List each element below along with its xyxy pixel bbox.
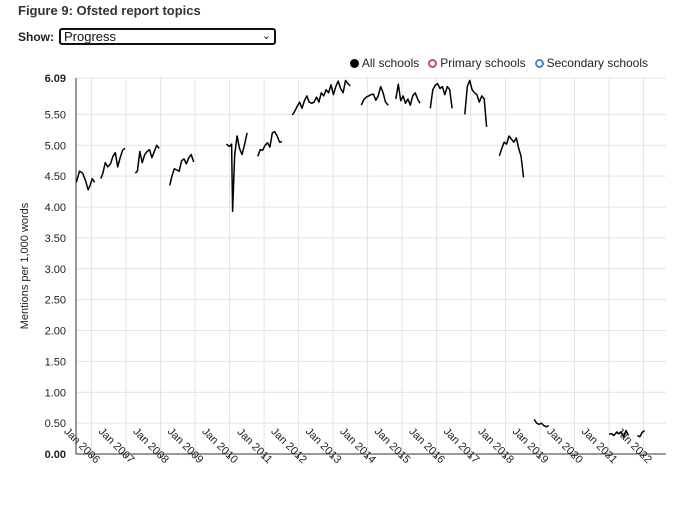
- legend-item-primary-schools[interactable]: Primary schools: [428, 56, 526, 70]
- y-tick-label: 3.50: [45, 233, 66, 245]
- legend-label: Primary schools: [440, 56, 526, 70]
- y-tick-label: 1.50: [45, 356, 66, 368]
- y-tick-label: 2.00: [45, 326, 66, 338]
- x-tick-label: Jan 2006: [61, 426, 101, 466]
- legend-item-all-schools[interactable]: All schools: [349, 56, 420, 70]
- series-line-segment: [498, 135, 525, 178]
- series-line-segment: [608, 429, 630, 438]
- show-label: Show:: [18, 29, 54, 44]
- x-tick-label: Jan 2007: [96, 426, 136, 466]
- series-line-segment: [257, 130, 283, 157]
- y-tick-label: 4.00: [45, 202, 66, 214]
- topic-select-value: Progress: [64, 29, 117, 44]
- x-tick-label: Jan 2021: [579, 426, 619, 466]
- series-line-segment: [75, 170, 96, 191]
- series-line-segment: [360, 85, 389, 106]
- x-tick-label: Jan 2008: [130, 426, 170, 466]
- series-line-segment: [395, 83, 421, 106]
- y-tick-label: 1.00: [45, 387, 66, 399]
- legend-marker-icon: [534, 58, 544, 68]
- topic-select[interactable]: Progress ⌄: [59, 28, 276, 45]
- y-tick-label: 0.50: [45, 418, 66, 430]
- y-tick-label: 5.00: [45, 140, 66, 152]
- x-tick-label: Jan 2018: [475, 426, 515, 466]
- chevron-down-icon: ⌄: [261, 30, 271, 42]
- legend-label: All schools: [361, 56, 420, 70]
- series-line-segment: [464, 79, 488, 127]
- series-line-segment: [225, 132, 248, 213]
- y-tick-label: 2.50: [45, 295, 66, 307]
- y-tick-label: 5.50: [45, 109, 66, 121]
- y-tick-label: 0.00: [45, 449, 66, 461]
- series-line-segment: [169, 153, 195, 186]
- figure-title: Figure 9: Ofsted report topics: [18, 3, 201, 18]
- series-line-segment: [533, 418, 550, 428]
- x-tick-label: Jan 2011: [234, 426, 274, 466]
- x-tick-label: Jan 2010: [199, 426, 239, 466]
- y-tick-label: 6.09: [45, 73, 66, 85]
- y-tick-label: 3.00: [45, 264, 66, 276]
- x-tick-label: Jan 2017: [441, 426, 481, 466]
- legend-marker-icon: [428, 58, 438, 68]
- series-line-segment: [291, 79, 351, 116]
- show-control: Show: Progress ⌄: [18, 28, 276, 45]
- chart-legend: All schools Primary schools Secondary sc…: [341, 56, 648, 70]
- series-line-segment: [134, 144, 160, 174]
- legend-label: Secondary schools: [546, 56, 648, 70]
- x-tick-label: Jan 2016: [406, 426, 446, 466]
- y-tick-label: 4.50: [45, 171, 66, 183]
- series-line-segment: [637, 429, 646, 438]
- series-line-segment: [429, 82, 453, 109]
- x-tick-label: Jan 2019: [510, 426, 550, 466]
- x-tick-label: Jan 2015: [372, 426, 412, 466]
- series-line-segment: [100, 147, 126, 179]
- y-axis-label: Mentions per 1,000 words: [19, 202, 31, 329]
- legend-marker-icon: [349, 58, 359, 68]
- x-tick-label: Jan 2013: [303, 426, 343, 466]
- x-tick-label: Jan 2022: [613, 426, 653, 466]
- x-tick-label: Jan 2014: [337, 426, 377, 466]
- x-tick-label: Jan 2009: [165, 426, 205, 466]
- x-tick-label: Jan 2012: [268, 426, 308, 466]
- legend-item-secondary-schools[interactable]: Secondary schools: [534, 56, 648, 70]
- x-tick-label: Jan 2020: [544, 426, 584, 466]
